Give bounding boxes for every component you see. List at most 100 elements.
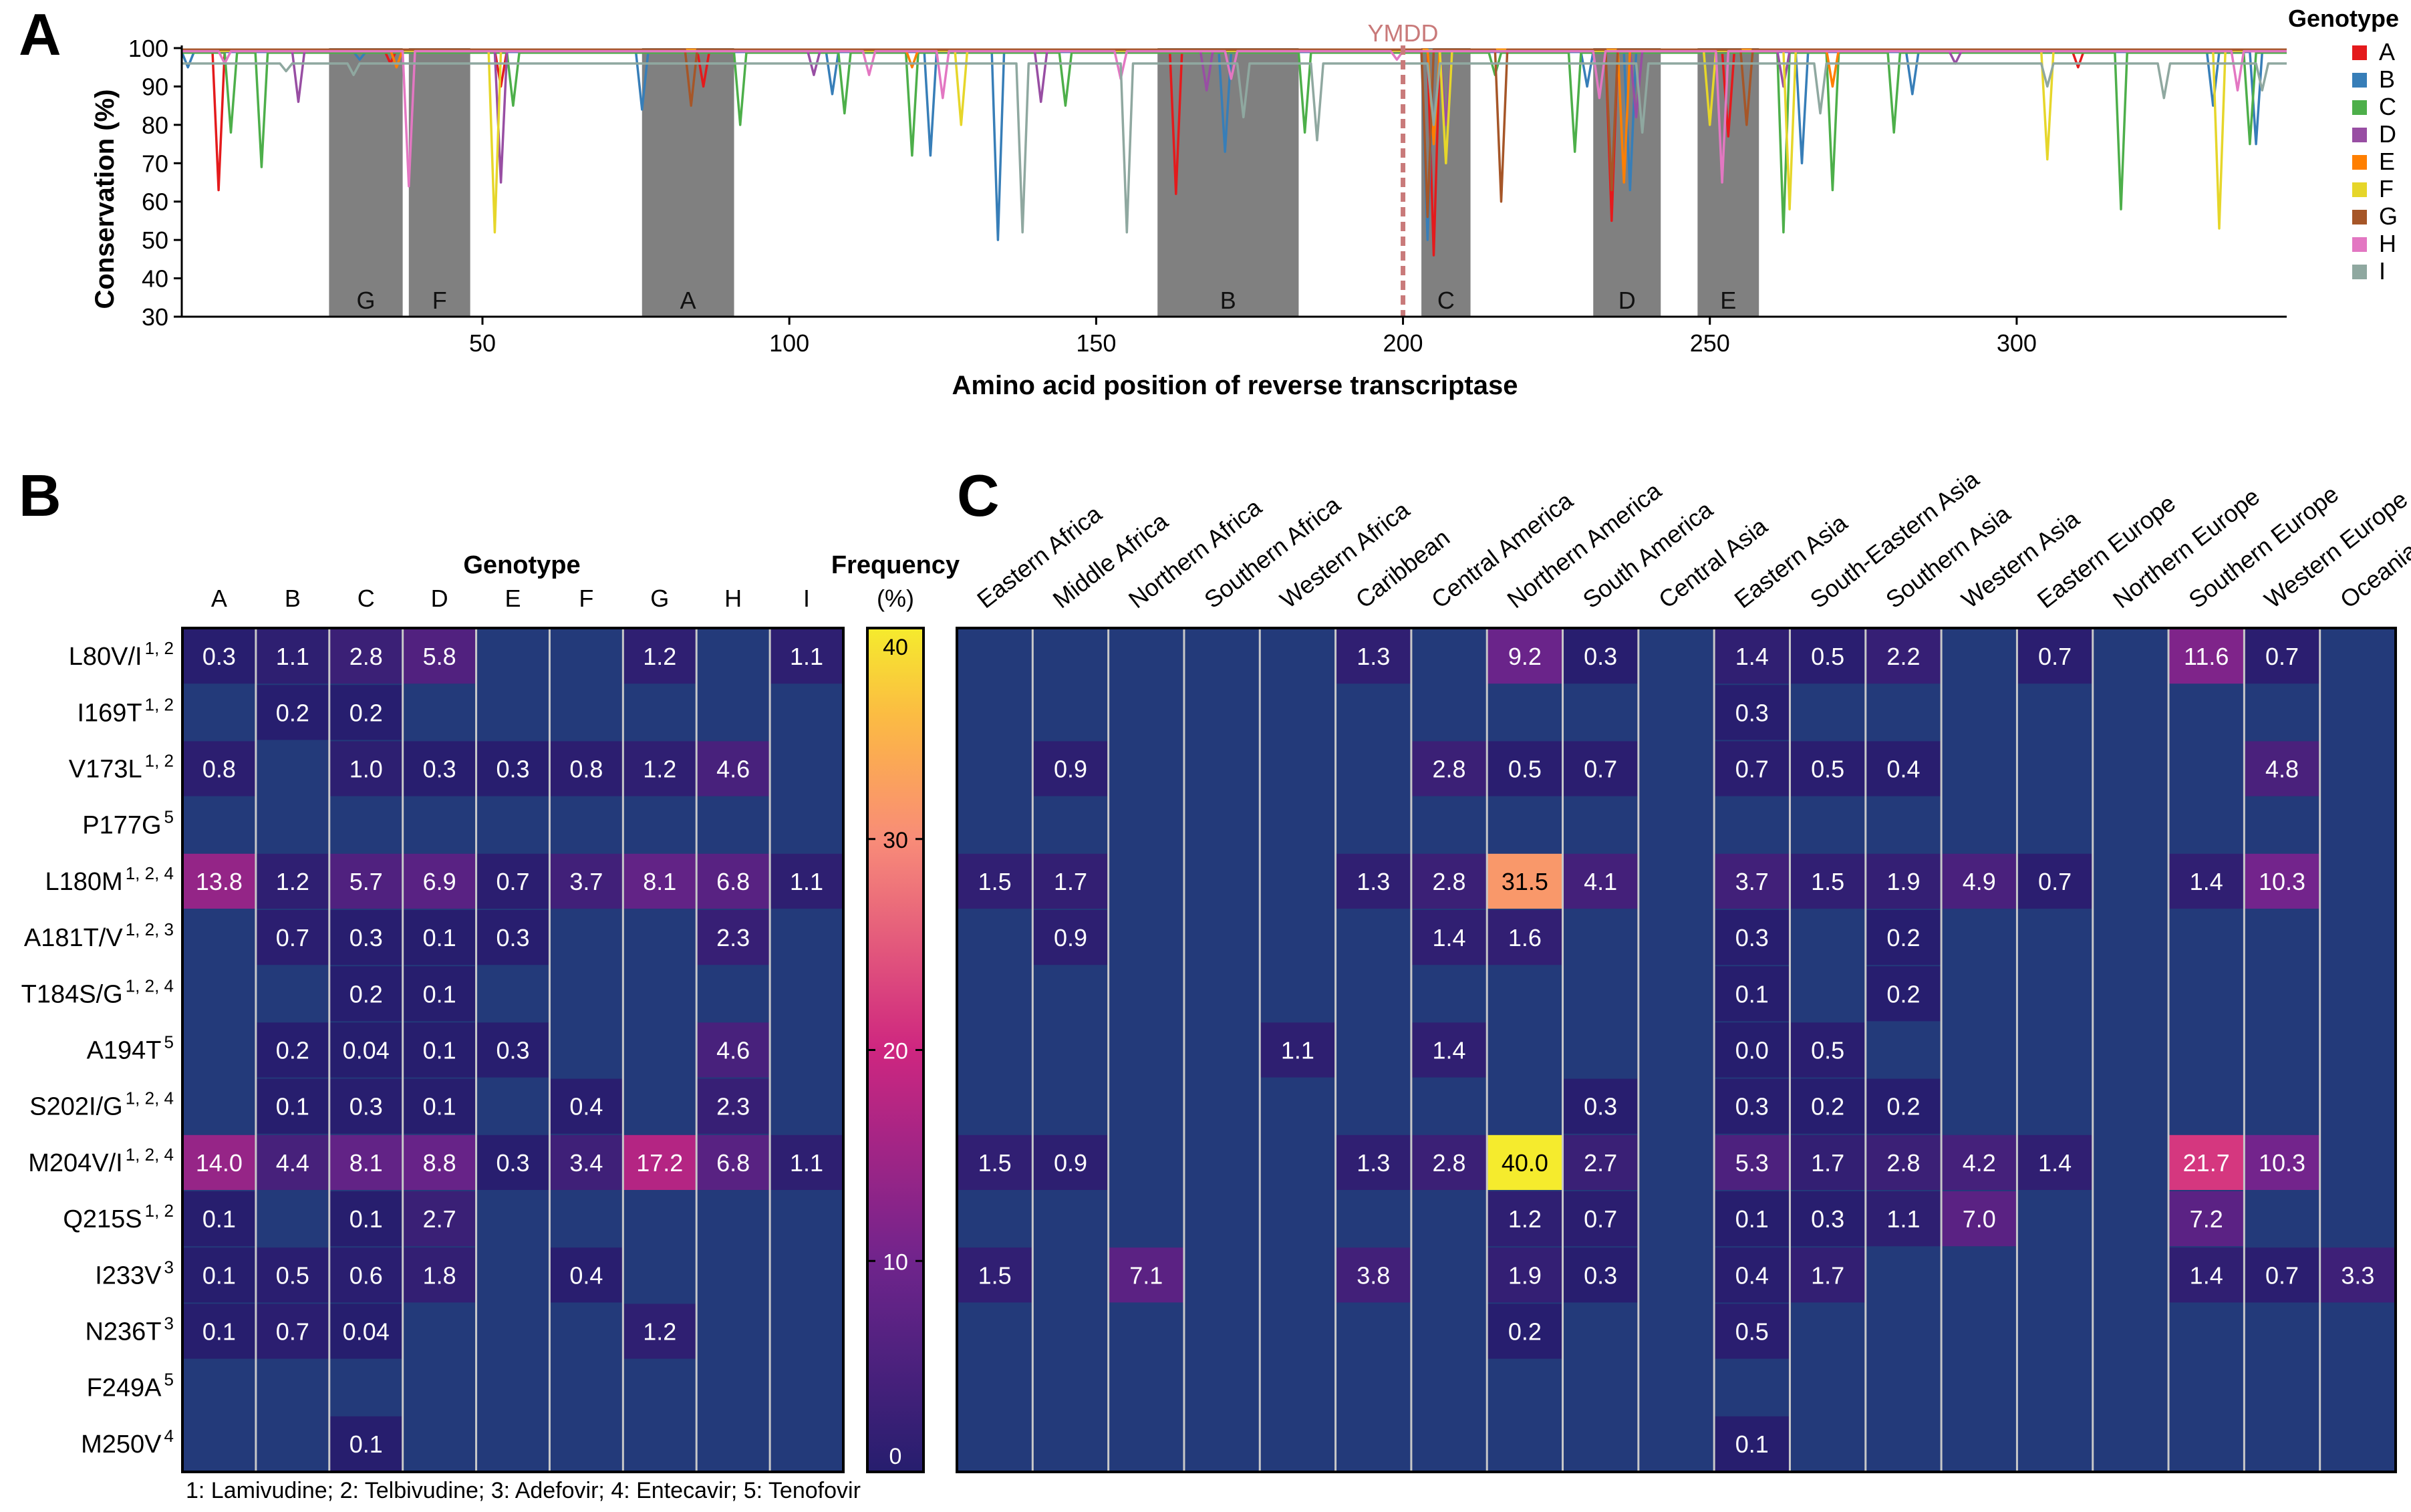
genotype-column-label: H (724, 585, 742, 612)
region-heatmap-cell-value: 7.0 (1963, 1205, 1996, 1233)
genotype-heatmap-cell-value: 17.2 (636, 1149, 683, 1177)
region-heatmap-cell-value: 0.9 (1054, 1149, 1087, 1177)
genotype-heatmap-cell (256, 910, 329, 965)
region-heatmap-cell-value: 0.7 (2265, 1261, 2299, 1289)
legend-swatch-d (2352, 128, 2367, 142)
genotype-heatmap-cell-value: 6.8 (716, 868, 750, 895)
region-heatmap-cell (958, 1135, 1032, 1190)
genotype-heatmap-cell-value: 1.2 (643, 1318, 676, 1346)
region-heatmap-cell-value: 1.5 (978, 868, 1012, 895)
region-heatmap-cell (1109, 1247, 1183, 1303)
genotype-heatmap-cell-value: 1.1 (276, 643, 309, 670)
region-heatmap-cell (1487, 853, 1562, 909)
region-column-label: Northern Africa (1123, 493, 1267, 614)
region-heatmap-cell-value: 7.1 (1129, 1261, 1163, 1289)
x-tick-label: 100 (769, 329, 809, 357)
region-heatmap-cell (1866, 1191, 1941, 1247)
genotype-heatmap-cell (770, 629, 843, 684)
mutation-row-label: S202I/G 1, 2, 4 (29, 1088, 174, 1121)
genotype-heatmap-cell-value: 0.3 (349, 1093, 383, 1120)
region-heatmap-cell-value: 1.5 (978, 1261, 1012, 1289)
region-heatmap-cell (1790, 1247, 1865, 1303)
genotype-column-label: F (579, 585, 593, 612)
genotype-heatmap-cell-value: 4.6 (716, 1037, 750, 1064)
region-heatmap-cell-value: 0.3 (1584, 1261, 1617, 1289)
genotype-heatmap-cell (623, 1304, 696, 1359)
mutation-row-label: I169T 1, 2 (77, 694, 174, 727)
genotype-heatmap-cell (256, 1022, 329, 1078)
genotype-heatmap-cell-value: 1.1 (790, 868, 823, 895)
genotype-heatmap-cell-value: 0.2 (349, 699, 383, 726)
region-heatmap-cell-value: 1.3 (1357, 643, 1390, 670)
region-heatmap-cell-value: 1.4 (1735, 643, 1769, 670)
genotype-heatmap-cell-value: 5.7 (349, 868, 383, 895)
x-tick-label: 300 (1997, 329, 2037, 357)
genotype-heatmap-cell-value: 8.1 (349, 1149, 383, 1177)
region-heatmap-cell (1411, 741, 1487, 796)
genotype-column-label: C (358, 585, 375, 612)
genotype-heatmap-cell (697, 1078, 770, 1134)
genotype-heatmap-cell-value: 0.3 (496, 756, 529, 783)
genotype-heatmap-cell (403, 853, 476, 909)
y-tick-label: 30 (142, 303, 168, 331)
y-tick-label: 90 (142, 73, 168, 100)
genotype-heatmap-cell (476, 853, 549, 909)
genotype-heatmap-cell-value: 0.3 (349, 924, 383, 951)
region-heatmap-cell-value: 2.8 (1433, 1149, 1466, 1177)
motif-region-f (408, 48, 470, 317)
genotype-heatmap-cell-value: 0.1 (349, 1205, 383, 1233)
genotype-heatmap-cell (476, 910, 549, 965)
genotype-column-label: G (650, 585, 669, 612)
region-heatmap-cell-value: 2.7 (1584, 1149, 1617, 1177)
region-heatmap-cell (1260, 1022, 1335, 1078)
genotype-heatmap-cell-value: 14.0 (196, 1149, 243, 1177)
genotype-heatmap-cell (623, 853, 696, 909)
region-heatmap-cell (1866, 853, 1941, 909)
mutation-row-label: M204V/I 1, 2, 4 (28, 1145, 174, 1177)
genotype-heatmap-cell (329, 1304, 402, 1359)
region-heatmap-cell (1336, 853, 1411, 909)
region-heatmap-cell-value: 7.2 (2190, 1205, 2223, 1233)
region-column-label: Eastern Europe (2032, 489, 2180, 613)
colorbar-title: Frequency (831, 551, 960, 579)
genotype-column-label: B (285, 585, 301, 612)
region-heatmap-cell-value: 4.2 (1963, 1149, 1996, 1177)
genotype-heatmap-cell (329, 1247, 402, 1303)
region-heatmap-cell (1033, 741, 1108, 796)
region-heatmap-cell (1715, 741, 1790, 796)
region-heatmap-cell-value: 3.7 (1735, 868, 1769, 895)
region-heatmap-cell-value: 11.6 (2184, 643, 2229, 670)
region-heatmap-cell-value: 0.5 (1508, 756, 1542, 783)
region-heatmap-cell-value: 1.1 (1281, 1037, 1314, 1064)
region-heatmap-cell-value: 0.4 (1735, 1261, 1769, 1289)
legend-label-c: C (2379, 93, 2396, 120)
legend-swatch-e (2352, 155, 2367, 170)
region-heatmap-cell (2245, 1247, 2319, 1303)
region-heatmap-cell-value: 0.3 (1735, 1093, 1769, 1120)
genotype-heatmap-cell (256, 629, 329, 684)
region-heatmap-cell-value: 0.2 (1811, 1093, 1844, 1120)
genotype-heatmap-cell-value: 0.4 (569, 1261, 603, 1289)
region-heatmap-cell-value: 0.7 (2038, 868, 2072, 895)
region-heatmap-cell-value: 1.6 (1508, 924, 1542, 951)
region-heatmap-cell (1715, 1135, 1790, 1190)
region-heatmap-cell-value: 0.5 (1811, 643, 1844, 670)
genotype-heatmap-cell (550, 1078, 623, 1134)
region-column-label: South America (1578, 495, 1719, 613)
region-heatmap-cell-value: 0.5 (1735, 1318, 1769, 1346)
region-heatmap-cell-value: 0.3 (1811, 1205, 1844, 1233)
genotype-heatmap-cell-value: 8.1 (643, 868, 676, 895)
mutation-row-label: T184S/G 1, 2, 4 (21, 975, 174, 1008)
motif-label-f: F (432, 287, 447, 314)
genotype-heatmap-cell (403, 1247, 476, 1303)
region-heatmap-cell (1866, 910, 1941, 965)
colorbar-unit: (%) (877, 585, 914, 612)
colorbar-tick-label: 10 (883, 1249, 908, 1275)
legend-label-g: G (2379, 202, 2398, 230)
series-line-h (182, 49, 2287, 188)
mutation-row-label: L180M 1, 2, 4 (45, 863, 174, 896)
legend-label-i: I (2379, 257, 2386, 285)
genotype-heatmap-cell (403, 1078, 476, 1134)
y-axis-label: Conservation (%) (90, 90, 120, 309)
